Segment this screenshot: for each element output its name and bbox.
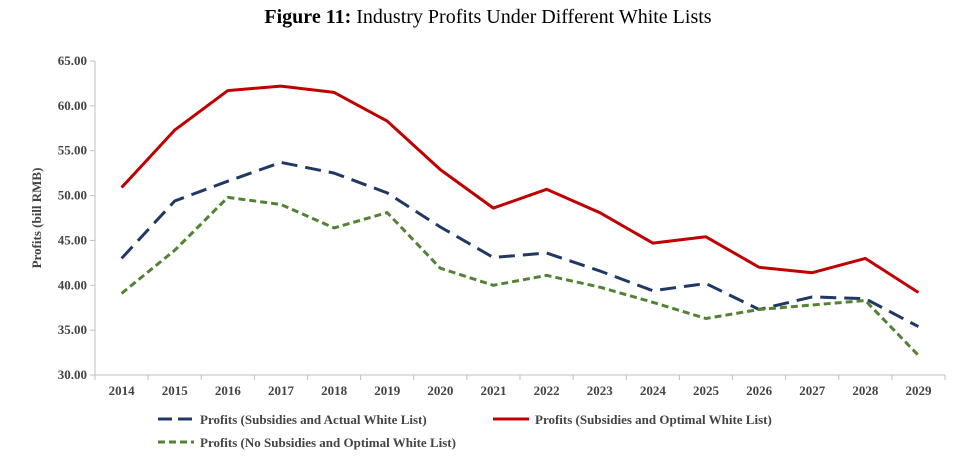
- x-tick-label: 2023: [587, 383, 614, 398]
- series-line-1: [120, 160, 920, 328]
- y-tick-label: 30.00: [58, 367, 87, 382]
- x-tick-label: 2020: [427, 383, 453, 398]
- x-tick-label: 2029: [905, 383, 932, 398]
- legend: Profits (Subsidies and Actual White List…: [158, 412, 772, 450]
- x-tick-label: 2022: [534, 383, 560, 398]
- y-tick-label: 35.00: [58, 322, 87, 337]
- y-tick-label: 50.00: [58, 188, 87, 203]
- y-axis-label: Profits (bill RMB): [29, 168, 44, 269]
- x-tick-label: 2019: [374, 383, 401, 398]
- x-tick-label: 2026: [746, 383, 773, 398]
- axes: 30.00 35.00 40.00 45.00 50.00 55.00 60.00 65.00…: [29, 53, 946, 398]
- x-tick-label: 2017: [268, 383, 295, 398]
- figure-title: Figure 11: Industry Profits Under Differ…: [0, 6, 976, 29]
- x-tick-label: 2025: [693, 383, 720, 398]
- figure-number: Figure 11:: [264, 6, 352, 28]
- x-tick-label: 2027: [799, 383, 826, 398]
- y-tick-label: 40.00: [58, 277, 87, 292]
- x-tick-label: 2016: [215, 383, 242, 398]
- legend-label-3: Profits (No Subsidies and Optimal White …: [200, 435, 456, 450]
- legend-label-2: Profits (Subsidies and Optimal White Lis…: [535, 412, 772, 427]
- y-tick-label: 60.00: [58, 98, 87, 113]
- x-tick-label: 2018: [321, 383, 348, 398]
- figure-caption: Industry Profits Under Different White L…: [356, 6, 712, 28]
- y-tick-label: 55.00: [58, 143, 87, 158]
- series-line-2: [120, 84, 920, 294]
- legend-label-1: Profits (Subsidies and Actual White List…: [200, 412, 427, 427]
- series-line-3: [120, 195, 920, 357]
- x-tick-label: 2015: [162, 383, 189, 398]
- x-tick-label: 2024: [640, 383, 667, 398]
- y-tick-label: 65.00: [58, 53, 87, 68]
- y-tick-label: 45.00: [58, 232, 87, 247]
- x-tick-label: 2021: [480, 383, 506, 398]
- x-tick-label: 2014: [109, 383, 136, 398]
- x-tick-label: 2028: [852, 383, 879, 398]
- series-lines: [120, 84, 920, 357]
